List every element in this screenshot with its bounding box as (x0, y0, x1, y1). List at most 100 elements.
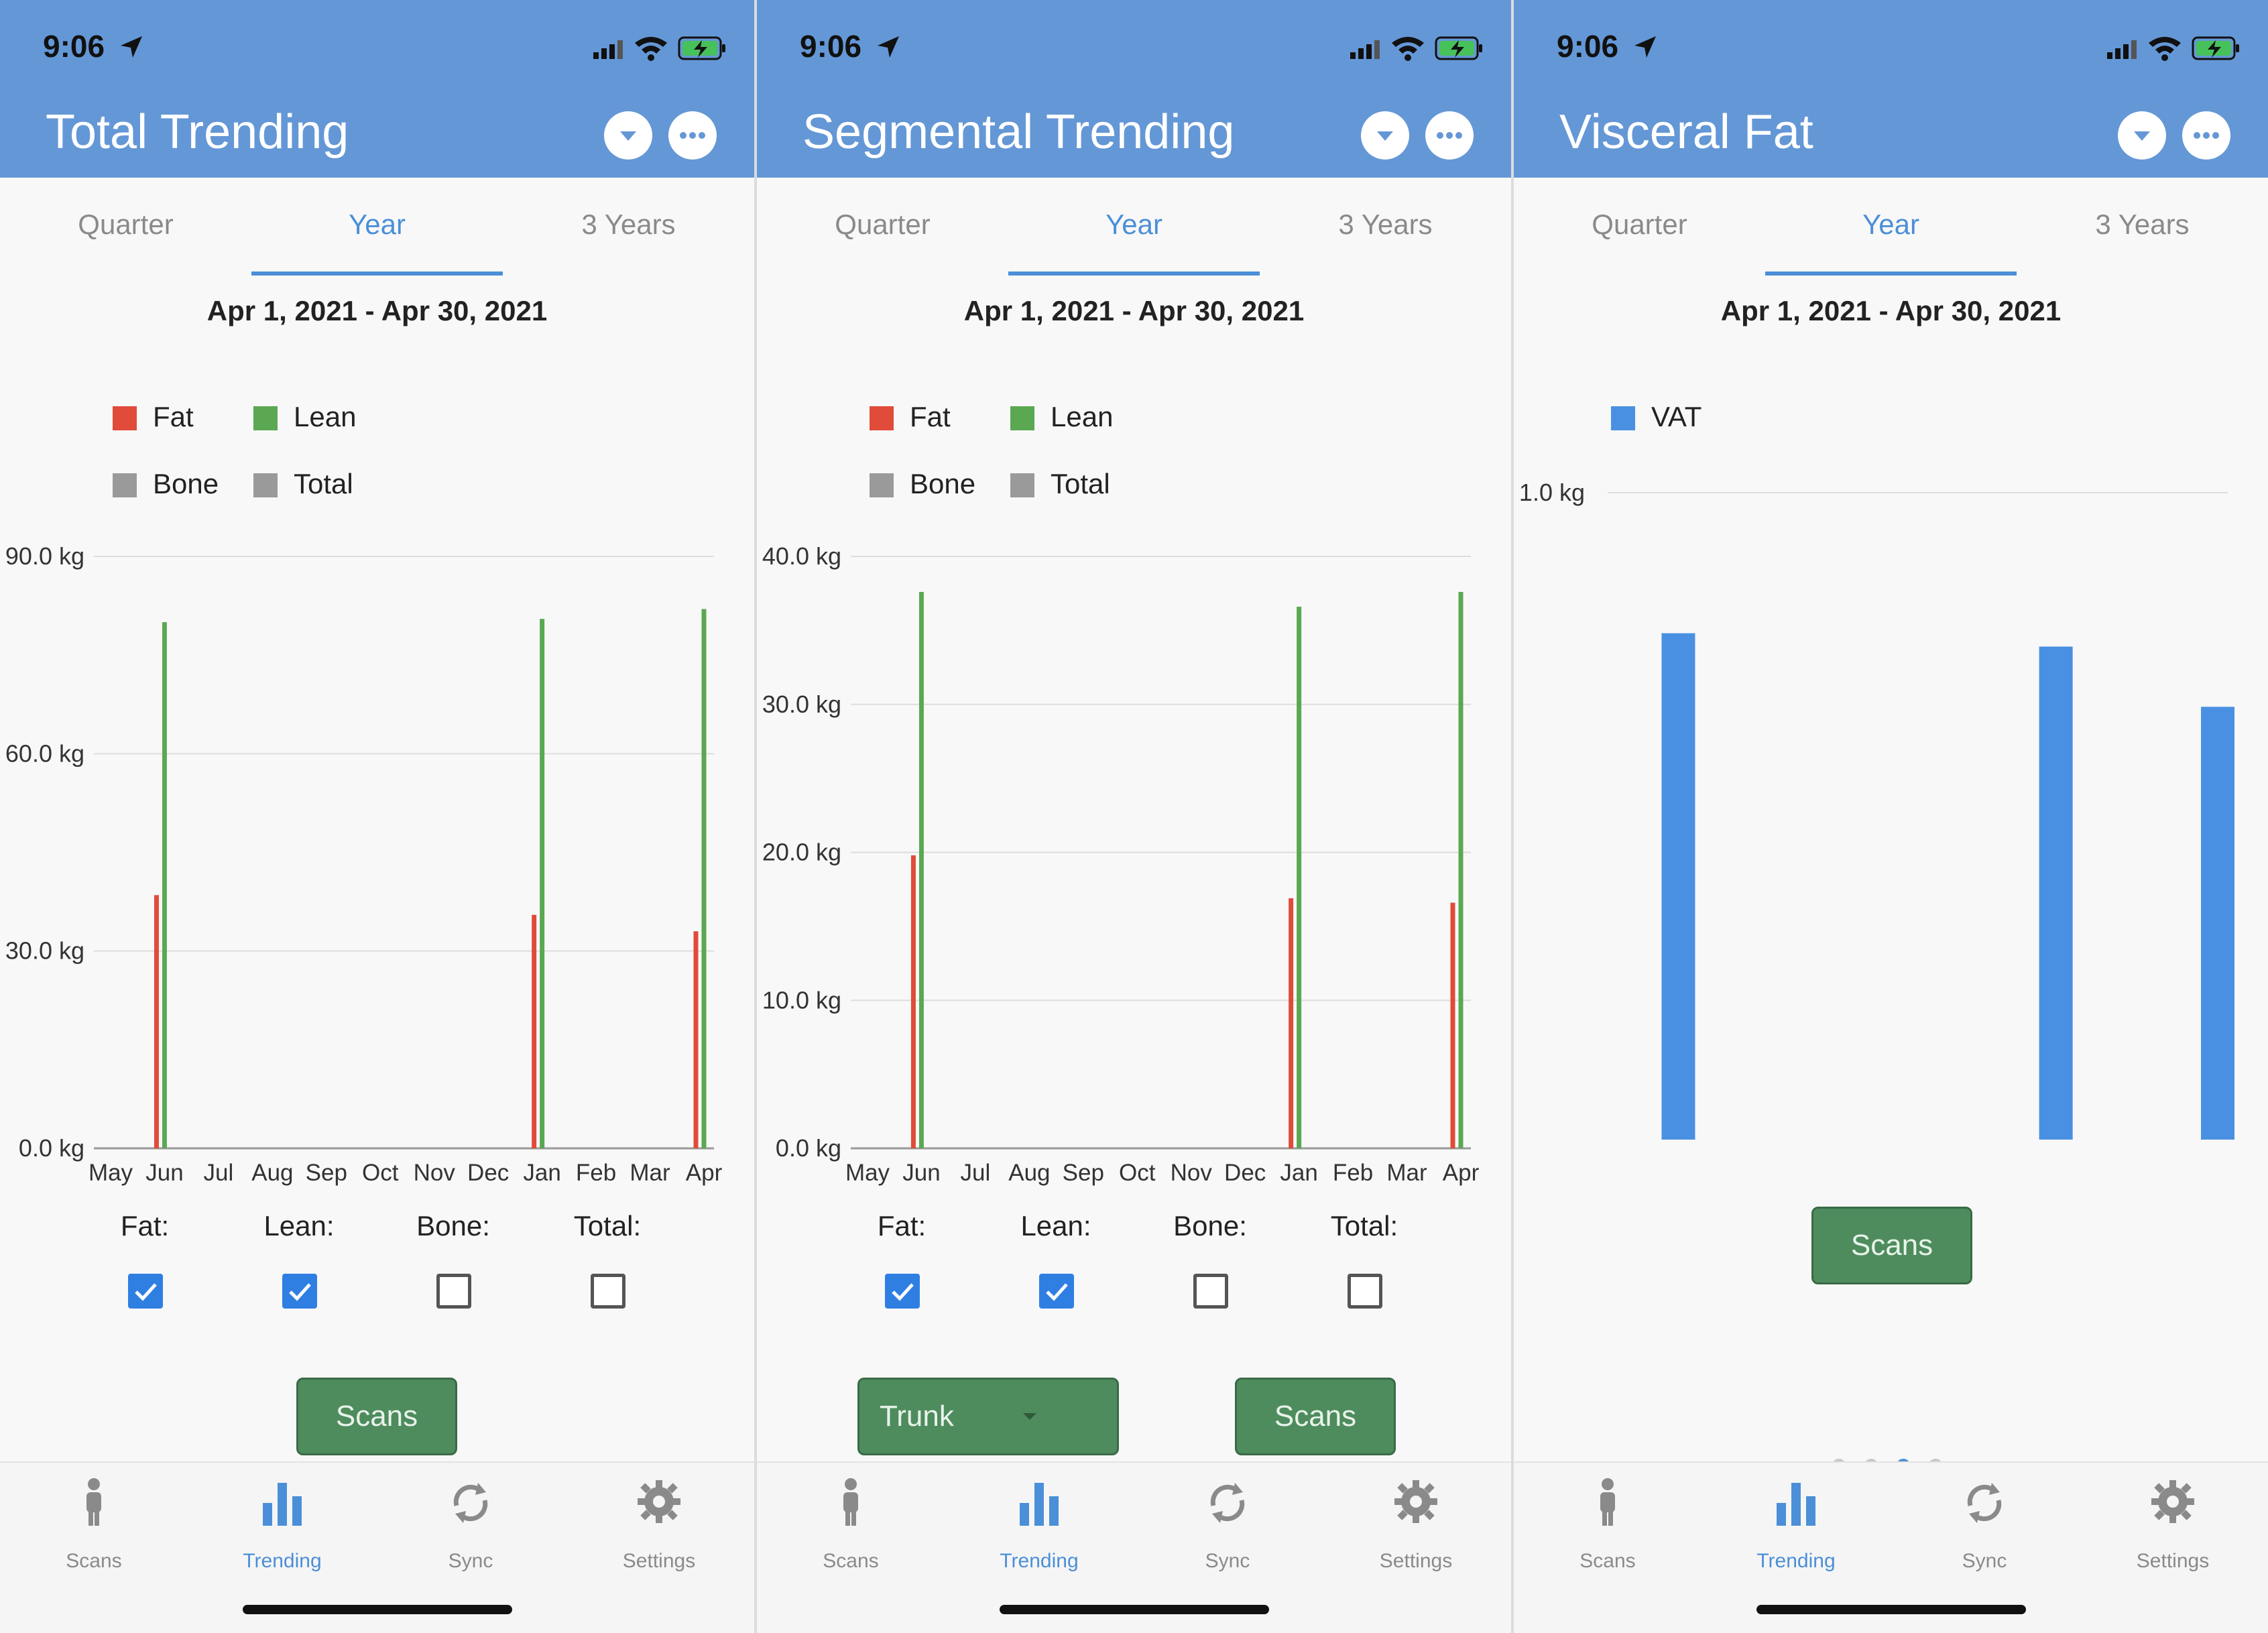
x-tick-label: Oct (362, 1160, 399, 1186)
checkbox-label-bone: Bone: (416, 1210, 490, 1242)
period-tabs: Quarter Year 3 Years (0, 178, 754, 278)
ellipsis-icon (680, 132, 705, 139)
legend-fat: Fat (910, 401, 951, 432)
bottom-tab-bar: Scans Trending Sync Settings (0, 1461, 754, 1633)
caret-down-icon (1023, 1413, 1036, 1420)
more-options-button[interactable] (668, 111, 717, 160)
legend-vat: VAT (1651, 401, 1702, 432)
scans-button[interactable]: Scans (296, 1378, 457, 1455)
sync-icon (1967, 1483, 2002, 1523)
bar-lean-jan (540, 619, 545, 1148)
checkbox-total[interactable] (591, 1274, 625, 1309)
status-icons (593, 36, 725, 61)
tab-3-years[interactable]: 3 Years (581, 208, 676, 240)
tab-3-years[interactable]: 3 Years (1338, 208, 1433, 240)
dropdown-button[interactable] (2118, 111, 2166, 160)
checkbox-fat[interactable] (128, 1274, 163, 1309)
checkbox-lean[interactable] (282, 1274, 317, 1309)
scans-button[interactable]: Scans (1235, 1378, 1396, 1455)
checkbox-label-fat: Fat: (120, 1210, 170, 1242)
chevron-down-icon (620, 131, 636, 141)
bar-fat-jun (154, 895, 159, 1148)
y-tick-label: 30.0 kg (762, 690, 841, 718)
tabbar-label: Settings (622, 1550, 696, 1572)
ellipsis-icon (1437, 132, 1462, 139)
segment-select-value: Trunk (880, 1400, 954, 1433)
legend-lean: Lean (1051, 401, 1114, 432)
y-tick-label: 20.0 kg (762, 839, 841, 866)
x-tick-label: Dec (467, 1160, 509, 1186)
tabbar-label: Trending (1756, 1550, 1836, 1572)
tab-year[interactable]: Year (349, 208, 406, 240)
checkbox-label-bone: Bone: (1173, 1210, 1247, 1242)
x-tick-label: Sep (1063, 1160, 1104, 1186)
sync-icon (1210, 1483, 1245, 1523)
tab-year[interactable]: Year (1106, 208, 1162, 240)
tab-quarter[interactable]: Quarter (835, 208, 931, 240)
chevron-down-icon (1377, 131, 1393, 141)
checkbox-bone[interactable] (1193, 1274, 1228, 1309)
bottom-tab-bar: Scans Trending Sync Settings (757, 1461, 1511, 1633)
home-indicator (243, 1605, 512, 1614)
legend-swatch-vat (1611, 406, 1635, 430)
screen-divider (754, 0, 757, 1633)
visceral-fat-chart: 1.0 kg0.0 kgMayJunJulAugSepOctNovDecJanF… (1519, 479, 2234, 1140)
legend-fat: Fat (153, 401, 194, 432)
legend-lean: Lean (294, 401, 357, 432)
scans-button[interactable]: Scans (1811, 1207, 1972, 1284)
bar-chart-icon (1020, 1483, 1059, 1526)
tabbar-label: Scans (66, 1550, 122, 1572)
checkmark-icon (135, 1283, 157, 1301)
bar-fat-jan (532, 914, 537, 1148)
y-tick-label: 60.0 kg (5, 739, 84, 767)
period-tabs: Quarter Year 3 Years (757, 178, 1511, 278)
x-tick-label: Aug (1008, 1160, 1050, 1186)
segment-select[interactable]: Trunk (857, 1378, 1119, 1455)
bar-lean-jan (1297, 607, 1302, 1148)
date-range: Apr 1, 2021 - Apr 30, 2021 (206, 295, 548, 326)
header-bar: 9:06 Total Trending (0, 0, 754, 178)
gear-icon (2151, 1480, 2194, 1523)
tab-indicator (1765, 271, 2017, 276)
dropdown-button[interactable] (1361, 111, 1409, 160)
home-indicator (1000, 1605, 1269, 1614)
bar-fat-apr (693, 931, 699, 1148)
y-tick-label: 10.0 kg (762, 986, 841, 1014)
y-tick-label: 0.0 kg (19, 1134, 84, 1162)
more-options-button[interactable] (2182, 111, 2230, 160)
dropdown-button[interactable] (604, 111, 652, 160)
checkbox-lean[interactable] (1039, 1274, 1074, 1309)
x-tick-label: Aug (251, 1160, 293, 1186)
tab-quarter[interactable]: Quarter (78, 208, 174, 240)
tab-quarter[interactable]: Quarter (1592, 208, 1687, 240)
screen-segmental-trending: 9:06 Segmental Trending Quarter Year 3 Y… (757, 0, 1511, 1633)
more-options-button[interactable] (1425, 111, 1474, 160)
page-title: Visceral Fat (1559, 105, 1813, 159)
checkbox-fat[interactable] (885, 1274, 920, 1309)
x-tick-label: Feb (576, 1160, 616, 1186)
legend-bone: Bone (153, 468, 219, 499)
checkbox-total[interactable] (1348, 1274, 1382, 1309)
header-bar: 9:06 Segmental Trending (757, 0, 1511, 178)
gear-icon (1394, 1480, 1437, 1523)
checkbox-label-total: Total: (1330, 1210, 1398, 1242)
y-tick-label: 30.0 kg (5, 937, 84, 965)
sync-icon (453, 1483, 488, 1523)
tab-year[interactable]: Year (1862, 208, 1919, 240)
tabbar-label: Trending (1000, 1550, 1079, 1572)
tabbar-label: Scans (823, 1550, 879, 1572)
y-tick-label: 1.0 kg (1519, 479, 1585, 506)
bar-fat-jan (1289, 898, 1294, 1148)
tab-3-years[interactable]: 3 Years (2095, 208, 2190, 240)
legend-swatch-bone (870, 473, 894, 497)
checkbox-bone[interactable] (436, 1274, 471, 1309)
x-tick-label: Nov (414, 1160, 456, 1186)
status-icons (1350, 36, 1482, 61)
location-arrow-icon (1634, 36, 1656, 58)
legend-swatch-total (1010, 473, 1034, 497)
screen-total-trending: 9:06 Total Trending Quarter Year 3 Years… (0, 0, 754, 1633)
checkmark-icon (1046, 1283, 1068, 1301)
screen-divider (1511, 0, 1514, 1633)
bar-lean-jun (918, 591, 924, 1148)
